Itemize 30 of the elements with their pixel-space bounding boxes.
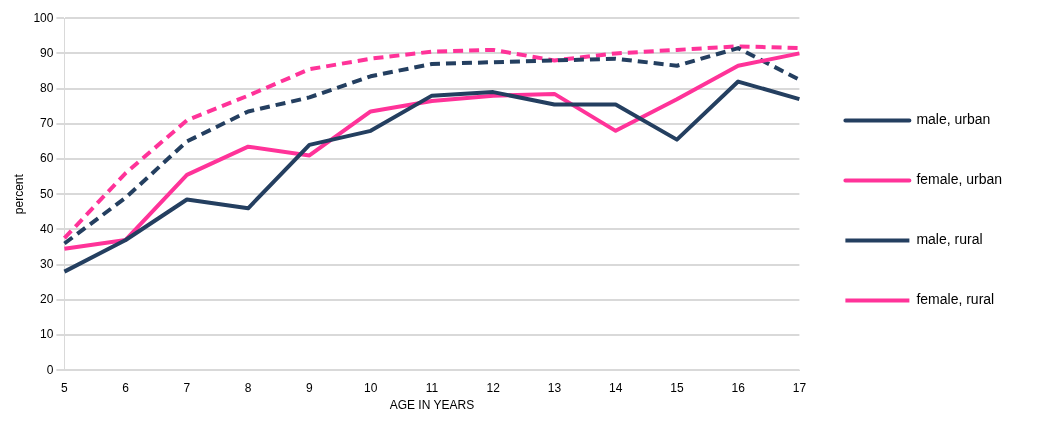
y-tick-label: 80 [40,80,54,95]
x-tick-label: 6 [122,380,130,395]
x-tick-label: 16 [731,380,746,395]
x-tick-label: 8 [244,380,252,395]
x-tick-label: 9 [306,380,314,395]
x-axis-title: AGE IN YEARS [389,398,475,413]
x-tick-label: 11 [425,380,439,395]
x-tick-label: 15 [670,380,684,395]
y-tick-label: 10 [40,327,54,342]
legend-label: male, rural [916,231,983,248]
y-tick-label: 40 [40,221,54,236]
legend-label: female, urban [916,171,1002,188]
y-tick-label: 100 [33,10,54,25]
x-tick-label: 10 [363,380,378,395]
x-tick-label: 17 [792,380,807,395]
y-tick-label: 30 [40,256,54,271]
y-tick-label: 20 [40,292,54,307]
x-tick-label: 12 [486,380,501,395]
y-tick-label: 70 [40,116,54,131]
x-tick-label: 5 [61,380,69,395]
x-tick-label: 13 [547,380,562,395]
y-axis-title: percent [11,173,26,215]
x-tick-label: 7 [183,380,191,395]
y-tick-label: 60 [40,151,54,166]
legend-label: female, rural [916,291,995,308]
x-tick-label: 14 [608,380,623,395]
y-tick-label: 50 [40,186,54,201]
y-tick-label: 90 [40,45,54,60]
legend-label: male, urban [916,111,991,128]
y-tick-label: 0 [46,362,54,377]
